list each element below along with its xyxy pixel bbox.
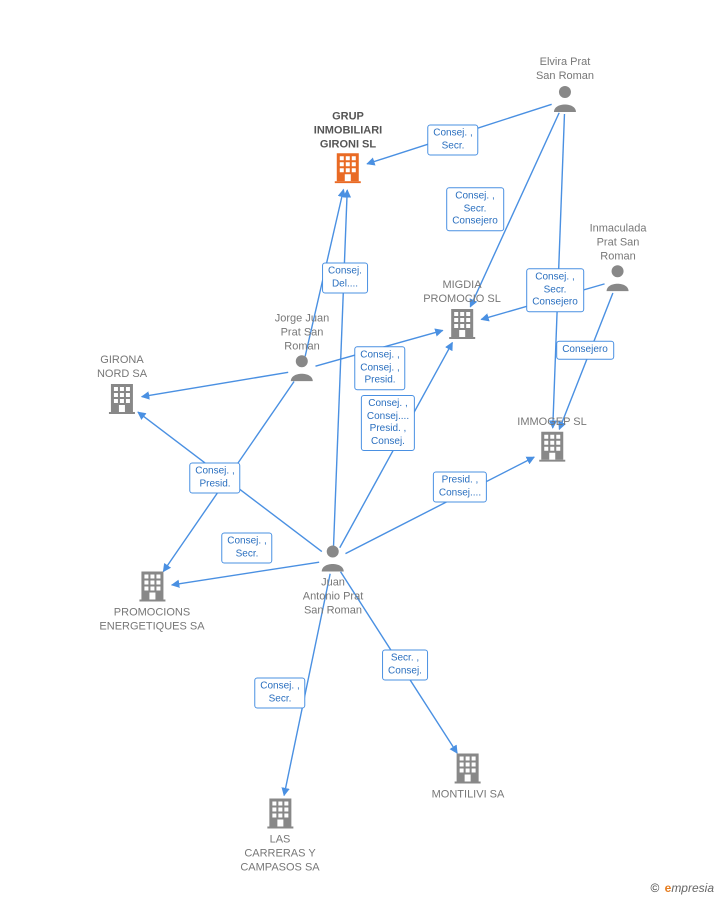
brand-rest: mpresia	[671, 881, 714, 895]
edge-label: Consej. ,Consej. ,Presid.	[354, 346, 405, 390]
edge-label: Consej. ,Secr.	[221, 533, 272, 564]
node-label: GIRONANORD SA	[97, 354, 147, 382]
edge-label: Consej. ,Presid.	[189, 463, 240, 494]
node-label: Jorge JuanPrat SanRoman	[275, 312, 329, 353]
building-icon	[447, 307, 477, 344]
edge	[559, 293, 613, 429]
edge-label: Consejero	[556, 341, 614, 360]
watermark: © empresia	[650, 881, 714, 895]
node-label: LASCARRERAS YCAMPASOS SA	[240, 834, 319, 875]
edge-label: Consej.Del....	[322, 263, 368, 294]
building-icon	[453, 752, 483, 789]
edge-label: Consej. ,Secr.	[254, 678, 305, 709]
building-icon	[537, 430, 567, 467]
person-icon	[289, 354, 315, 387]
node-label: IMMOGEP SL	[517, 416, 586, 430]
edge-label: Consej. ,Secr.Consejero	[446, 187, 504, 231]
building-icon	[107, 382, 137, 419]
edge-label: Consej. ,Consej....Presid. ,Consej.	[361, 395, 415, 451]
edge	[334, 190, 348, 546]
node-label: MONTILIVI SA	[432, 789, 505, 803]
node-label: GRUPINMOBILIARIGIRONI SL	[314, 110, 382, 151]
copyright-symbol: ©	[650, 881, 659, 895]
person-icon	[552, 84, 578, 117]
edge	[142, 372, 288, 396]
building-icon	[137, 570, 167, 607]
edge-label: Secr. ,Consej.	[382, 650, 428, 681]
node-label: JuanAntonio PratSan Roman	[303, 577, 364, 618]
edge-label: Consej. ,Secr.Consejero	[526, 268, 584, 312]
node-label: MIGDIAPROMOCIO SL	[423, 279, 501, 307]
building-icon	[333, 152, 363, 189]
node-label: Elvira PratSan Roman	[536, 56, 594, 84]
node-label: PROMOCIONSENERGETIQUES SA	[99, 607, 204, 635]
edge	[172, 562, 319, 585]
person-icon	[605, 264, 631, 297]
person-icon	[320, 544, 346, 577]
edge-label: Consej. ,Secr.	[427, 125, 478, 156]
node-label: InmaculadaPrat SanRoman	[590, 222, 647, 263]
edge-label: Presid. ,Consej....	[433, 472, 487, 503]
building-icon	[265, 797, 295, 834]
